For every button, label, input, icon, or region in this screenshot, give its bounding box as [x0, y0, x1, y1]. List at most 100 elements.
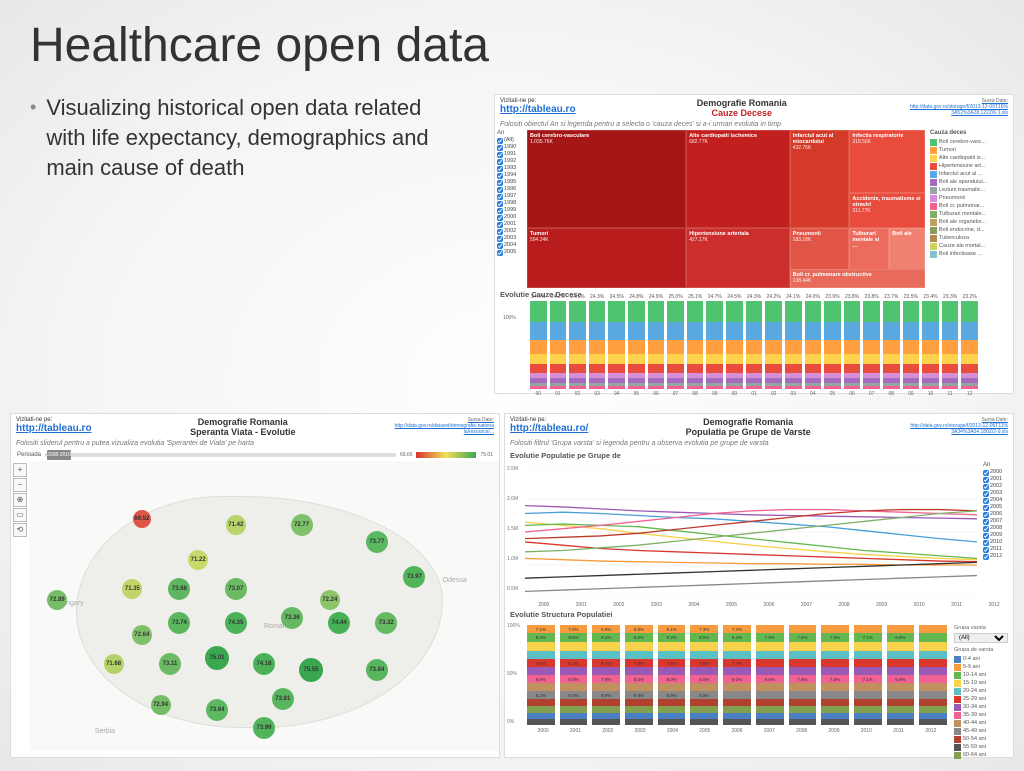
legend-item[interactable]: Leziuni traumatic... [930, 186, 1010, 194]
year-checkbox[interactable]: 2009 [983, 532, 1011, 539]
treemap-cell[interactable]: Accidente, traumatisme si otraviri311.77… [849, 193, 925, 228]
stacked-bar-chart[interactable]: 100% 24.4%24.2%24.1%24.3%24.5%24.8%24.9%… [495, 301, 1013, 399]
treemap-cell[interactable]: Tumori594.24K [527, 228, 686, 288]
percent-bar[interactable]: 6.8%8.5%7.0%8.0%8.9% [625, 625, 653, 725]
year-checkbox[interactable]: 2008 [983, 525, 1011, 532]
stacked-bar[interactable]: 24.2% [765, 301, 782, 389]
year-checkbox[interactable]: 2002 [983, 483, 1011, 490]
period-slider[interactable]: 2008-2010 [45, 453, 396, 457]
year-filter[interactable]: An 2000200120022003200420052006200720082… [981, 462, 1013, 602]
year-checkbox[interactable]: 2003 [983, 490, 1011, 497]
stacked-bar[interactable]: 24.8% [628, 301, 645, 389]
year-checkbox[interactable]: (All) [497, 137, 523, 144]
percent-bar[interactable]: 7.9%8.0% [756, 625, 784, 725]
legend-item[interactable]: 30-34 ani [954, 703, 1010, 711]
percent-bar[interactable]: 7.8%7.8% [789, 625, 817, 725]
stacked-bar[interactable]: 24.2% [550, 301, 567, 389]
legend-item[interactable]: Tulburari mentale... [930, 210, 1010, 218]
legend-item[interactable]: Cauze ale mortal... [930, 242, 1010, 250]
year-checkbox[interactable]: 1995 [497, 179, 523, 186]
year-checkbox[interactable]: 2002 [497, 228, 523, 235]
stacked-bar[interactable]: 23.8% [844, 301, 861, 389]
map-bubble[interactable]: 73.77 [366, 531, 388, 553]
map-bubble[interactable]: 72.24 [320, 590, 340, 610]
percent-bar[interactable]: 7.1%8.0%7.0%8.0%8.1% [527, 625, 555, 725]
map-bubble[interactable]: 72.89 [47, 590, 67, 610]
year-checkbox[interactable]: 2001 [983, 476, 1011, 483]
treemap-cell[interactable]: Infectia respiratorie319.50K [849, 130, 925, 193]
map-bubble[interactable]: 71.35 [122, 579, 142, 599]
legend-item[interactable]: Tumori [930, 146, 1010, 154]
map-bubble[interactable]: 71.22 [188, 550, 208, 570]
stacked-bar[interactable]: 23.7% [883, 301, 900, 389]
map-bubble[interactable]: 72.77 [291, 514, 313, 536]
stacked-bar[interactable]: 24.5% [726, 301, 743, 389]
zoom-out-button[interactable]: − [13, 478, 27, 492]
map-bubble[interactable]: 73.99 [253, 717, 275, 739]
map-bubble[interactable]: 73.07 [225, 578, 247, 600]
year-checkbox[interactable]: 2007 [983, 518, 1011, 525]
year-checkbox[interactable]: 2004 [497, 242, 523, 249]
percent-bar[interactable]: 7.3%8.5%7.6%8.0%8.9% [690, 625, 718, 725]
percent-bar[interactable]: 7.0%8.5%6.1%8.0%8.0% [560, 625, 588, 725]
stacked-bar[interactable]: 24.1% [785, 301, 802, 389]
treemap-cell[interactable]: Infarctul acut al miocardului432.76K [790, 130, 850, 228]
stacked-bar[interactable]: 25.1% [687, 301, 704, 389]
map-bubble[interactable]: 73.81 [272, 688, 294, 710]
year-checkbox[interactable]: 1993 [497, 165, 523, 172]
treemap-cell[interactable]: Hipertensiune arteriala427.17K [686, 228, 789, 288]
percent-bar[interactable]: 6.8%6.8% [887, 625, 915, 725]
map-bubble[interactable]: 74.18 [253, 653, 275, 675]
treemap-cell[interactable]: Alte cardiopatii ischemice682.77K [686, 130, 789, 228]
year-checkbox[interactable]: 1999 [497, 207, 523, 214]
treemap-cell[interactable]: Boli cr. pulmonare obstructive138.44K [790, 269, 925, 288]
legend-item[interactable]: 0-4 ani [954, 655, 1010, 663]
year-checkbox[interactable]: 1997 [497, 193, 523, 200]
map-bubble[interactable]: 75.01 [205, 646, 229, 670]
map-chart[interactable]: HungaryOdessaSerbiaRomania69.5271.4272.7… [29, 461, 499, 751]
stacked-bar[interactable]: 24.0% [805, 301, 822, 389]
legend-item[interactable]: 50-54 ani [954, 735, 1010, 743]
year-checkbox[interactable]: 1996 [497, 186, 523, 193]
stacked-bar[interactable]: 24.4% [530, 301, 547, 389]
year-checkbox[interactable]: 1994 [497, 172, 523, 179]
year-checkbox[interactable]: 1998 [497, 200, 523, 207]
select-button[interactable]: ▭ [13, 508, 27, 522]
legend-item[interactable]: 15-19 ani [954, 679, 1010, 687]
legend-item[interactable]: Alte cardiopatii is... [930, 154, 1010, 162]
stacked-bar[interactable]: 23.2% [961, 301, 978, 389]
age-legend[interactable]: Grupa varsta (All) Grupa de varsta 0-4 a… [951, 623, 1013, 771]
percent-bar[interactable] [919, 625, 947, 725]
year-checkbox[interactable]: 2000 [497, 214, 523, 221]
treemap-cell[interactable]: Boli cerebro-vasculare1.035.76K [527, 130, 686, 228]
year-checkbox[interactable]: 1991 [497, 151, 523, 158]
source-link[interactable]: Sursa Date: http://data.gov.ro/storage/f… [908, 417, 1008, 435]
legend-item[interactable]: 40-44 ani [954, 719, 1010, 727]
line-chart[interactable]: 2.5M2.0M1.5M1.0M0.5M [505, 462, 981, 602]
stacked-bar[interactable]: 24.3% [746, 301, 763, 389]
stacked-bar[interactable]: 24.3% [589, 301, 606, 389]
stacked-bar[interactable]: 24.7% [706, 301, 723, 389]
year-checkbox[interactable]: 1992 [497, 158, 523, 165]
legend-item[interactable]: Infarctul acut al ... [930, 170, 1010, 178]
zoom-in-button[interactable]: + [13, 463, 27, 477]
source-link[interactable]: Sursa Date: http://data.gov.ro/storage/f… [908, 98, 1008, 116]
legend-cauza[interactable]: Cauza deces Boli cerebro-vasc...TumoriAl… [927, 130, 1013, 288]
year-checkbox[interactable]: 2006 [983, 511, 1011, 518]
stacked-bar[interactable]: 23.3% [942, 301, 959, 389]
map-bubble[interactable]: 73.68 [168, 578, 190, 600]
reset-button[interactable]: ⟲ [13, 523, 27, 537]
map-bubble[interactable]: 69.52 [133, 510, 151, 528]
percent-bar[interactable]: 6.9%8.4%6.7%7.9%8.9% [592, 625, 620, 725]
map-bubble[interactable]: 71.42 [226, 515, 246, 535]
percent-bar[interactable]: 7.1%7.1% [854, 625, 882, 725]
stacked-bar[interactable]: 23.8% [863, 301, 880, 389]
year-checkbox[interactable]: 2000 [983, 469, 1011, 476]
stacked-bar[interactable]: 23.9% [824, 301, 841, 389]
percent-bar[interactable]: 7.4%8.4%7.7%8.0% [723, 625, 751, 725]
map-bubble[interactable]: 73.36 [281, 607, 303, 629]
map-bubble[interactable]: 73.84 [366, 659, 388, 681]
legend-item[interactable]: 55-59 ani [954, 743, 1010, 751]
source-link[interactable]: Sursa Date: http://data.gov.ro/dataset/d… [394, 417, 494, 435]
tableau-link[interactable]: http://tableau.ro [500, 104, 576, 115]
